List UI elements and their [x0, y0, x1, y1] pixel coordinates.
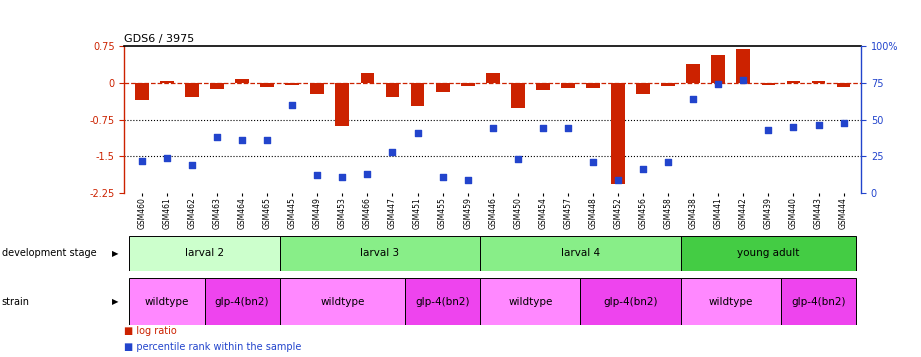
Bar — [486, 73, 499, 83]
Text: GDS6 / 3975: GDS6 / 3975 — [124, 34, 194, 44]
Point — [184, 162, 199, 168]
Bar — [536, 83, 550, 90]
Bar — [811, 81, 825, 83]
Bar — [612, 83, 625, 185]
Point — [385, 149, 400, 155]
Text: glp-4(bn2): glp-4(bn2) — [791, 297, 845, 307]
Text: larval 4: larval 4 — [561, 248, 600, 258]
Text: larval 2: larval 2 — [185, 248, 224, 258]
Bar — [286, 83, 299, 85]
Bar — [460, 83, 474, 86]
Point — [660, 159, 675, 165]
Bar — [405, 278, 480, 325]
Text: ■ log ratio: ■ log ratio — [124, 326, 177, 336]
Bar — [511, 83, 525, 109]
Point — [410, 130, 425, 136]
Point — [134, 158, 149, 164]
Text: ▶: ▶ — [112, 249, 119, 258]
Point — [210, 134, 225, 140]
Point — [310, 172, 325, 178]
Point — [686, 96, 701, 102]
Bar — [580, 278, 681, 325]
Bar — [561, 83, 575, 88]
Bar — [681, 278, 781, 325]
Point — [711, 82, 726, 87]
Text: strain: strain — [2, 297, 29, 307]
Bar — [636, 83, 650, 94]
Point — [285, 102, 299, 108]
Point — [561, 126, 576, 131]
Point — [260, 137, 274, 143]
Bar — [261, 83, 274, 87]
Point — [635, 166, 650, 172]
Bar — [129, 236, 280, 271]
Bar — [480, 278, 580, 325]
Bar — [204, 278, 280, 325]
Point — [761, 127, 775, 133]
Bar — [160, 81, 174, 83]
Text: young adult: young adult — [737, 248, 799, 258]
Point — [787, 124, 801, 130]
Text: larval 3: larval 3 — [360, 248, 400, 258]
Bar — [310, 83, 324, 94]
Bar — [711, 55, 725, 83]
Text: glp-4(bn2): glp-4(bn2) — [415, 297, 470, 307]
Bar — [836, 83, 850, 87]
Point — [535, 126, 550, 131]
Bar — [386, 83, 400, 97]
Text: ▶: ▶ — [112, 297, 119, 306]
Point — [460, 177, 475, 182]
Bar — [762, 83, 775, 85]
Point — [360, 171, 375, 177]
Text: glp-4(bn2): glp-4(bn2) — [215, 297, 269, 307]
Text: glp-4(bn2): glp-4(bn2) — [603, 297, 658, 307]
Bar — [586, 83, 600, 88]
Text: wildtype: wildtype — [708, 297, 753, 307]
Bar — [737, 49, 751, 83]
Point — [436, 174, 450, 180]
Point — [611, 177, 625, 182]
Bar — [335, 83, 349, 126]
Bar — [235, 79, 249, 83]
Text: ■ percentile rank within the sample: ■ percentile rank within the sample — [124, 342, 302, 352]
Point — [811, 122, 826, 128]
Bar — [480, 236, 681, 271]
Bar — [360, 73, 374, 83]
Bar — [129, 278, 204, 325]
Text: wildtype: wildtype — [321, 297, 365, 307]
Bar — [686, 65, 700, 83]
Point — [335, 174, 350, 180]
Bar — [436, 83, 449, 92]
Bar — [135, 83, 149, 100]
Bar — [280, 278, 405, 325]
Point — [586, 159, 600, 165]
Point — [485, 126, 500, 131]
Point — [736, 77, 751, 83]
Text: wildtype: wildtype — [145, 297, 189, 307]
Bar — [681, 236, 857, 271]
Point — [510, 156, 525, 162]
Bar — [661, 83, 675, 86]
Point — [836, 120, 851, 125]
Text: wildtype: wildtype — [508, 297, 553, 307]
Bar — [280, 236, 480, 271]
Bar — [185, 83, 199, 97]
Bar — [787, 81, 800, 83]
Bar — [781, 278, 857, 325]
Bar — [210, 83, 224, 89]
Point — [235, 137, 250, 143]
Bar — [411, 83, 425, 106]
Text: development stage: development stage — [2, 248, 97, 258]
Point — [159, 155, 174, 161]
